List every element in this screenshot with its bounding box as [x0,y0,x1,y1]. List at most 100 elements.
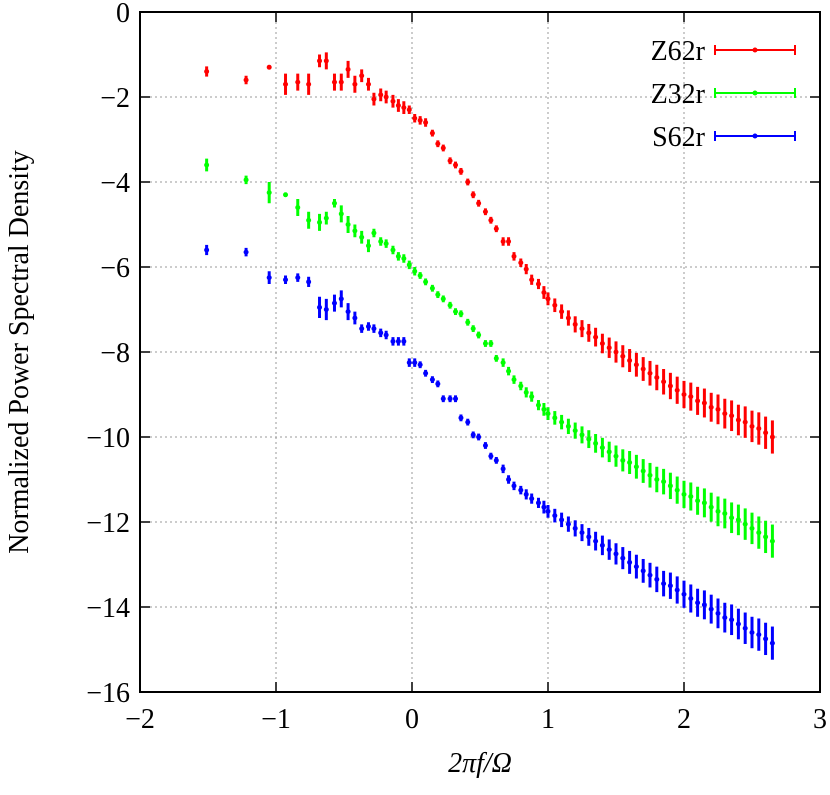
data-point [627,358,633,363]
data-point [565,521,571,527]
data-point [613,551,619,557]
data-point [552,513,558,519]
data-point [722,511,728,516]
data-point [640,568,646,574]
data-point [769,538,775,544]
data-point [338,211,344,217]
y-tick-label: −12 [86,508,130,539]
data-point [572,525,578,531]
data-point [359,234,365,240]
data-point [417,117,423,123]
data-point [654,576,660,582]
data-point [688,494,694,499]
data-point [511,377,517,383]
data-point [295,205,301,210]
data-point [579,530,585,536]
data-point [493,457,499,463]
x-axis-label: 2πf/Ω [448,748,512,779]
data-point [523,266,529,272]
legend-label: S62r [652,122,706,153]
data-point [715,406,721,412]
data-point [338,296,344,302]
data-point [323,215,329,221]
data-point [429,285,435,291]
data-point [722,615,728,621]
data-point [506,239,512,244]
data-point [383,94,389,100]
y-tick-label: −2 [100,83,130,114]
data-point [295,275,301,281]
data-point [323,307,329,312]
data-point [681,491,687,497]
data-point [345,309,351,315]
data-point [406,262,412,268]
data-point [435,292,441,298]
data-point [401,338,407,344]
data-point [482,341,488,346]
data-point [435,141,441,147]
data-point [559,309,565,315]
data-point [593,538,599,544]
data-point [701,400,707,406]
data-point [323,58,329,64]
data-point [654,375,660,380]
data-point [440,296,446,302]
data-point [708,606,714,612]
data-point [453,396,459,402]
data-point [627,559,633,565]
data-point [599,542,605,548]
data-point [488,217,494,223]
data-point [708,404,714,410]
data-point [331,300,337,306]
data-point [317,219,323,225]
data-point [599,341,605,346]
data-point [283,192,289,198]
data-point [606,547,612,553]
data-point [359,73,365,79]
data-point [476,434,482,440]
data-point [243,77,249,83]
data-point [654,477,660,482]
data-point [647,472,653,478]
data-point [729,515,735,521]
data-point [440,396,446,402]
data-point [470,432,476,438]
data-point [317,58,323,64]
x-tick-label: 1 [541,704,555,735]
data-point [429,130,435,136]
data-point [565,423,571,429]
data-point [511,253,517,259]
data-point [742,625,748,631]
data-point [586,436,592,442]
data-point [523,389,529,395]
data-point [541,290,547,295]
data-point [742,521,748,527]
data-point [749,630,755,635]
data-point [417,273,423,278]
data-point [606,345,612,351]
data-point [715,610,721,616]
data-point [667,383,673,389]
data-point [331,200,337,206]
data-point [688,394,694,400]
data-point [447,302,453,308]
data-point [742,419,748,425]
data-point [435,381,441,387]
data-point [559,517,565,523]
data-point [447,158,453,164]
data-point [352,81,358,87]
data-point [647,370,653,376]
data-point [390,98,396,104]
data-point [390,338,396,344]
data-point [640,468,646,474]
data-point [749,423,755,429]
data-point [453,162,459,168]
data-point [541,406,547,412]
data-point [620,353,626,359]
y-tick-label: 0 [116,0,130,29]
data-point [243,177,249,183]
data-point [606,449,612,455]
data-point [365,243,371,249]
data-point [482,443,488,448]
data-point [423,370,429,376]
